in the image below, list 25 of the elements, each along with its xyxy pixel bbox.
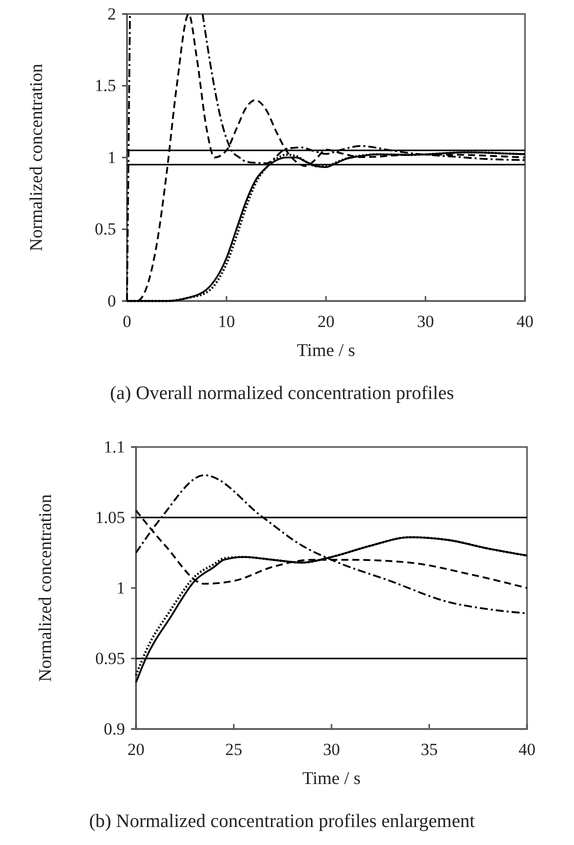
y-tick-label: 2: [108, 4, 116, 24]
x-axis-title: Time / s: [296, 340, 356, 360]
x-tick-label: 30: [417, 312, 434, 332]
x-tick-label: 25: [225, 740, 242, 760]
x-tick-label: 20: [128, 740, 144, 760]
y-tick-label: 1: [108, 148, 116, 167]
y-tick-label: 0.9: [104, 719, 125, 738]
x-tick-label: 10: [218, 312, 235, 332]
y-tick-label: 0: [108, 291, 116, 310]
x-tick-label: 35: [420, 740, 438, 760]
x-tick-label: 40: [516, 312, 534, 332]
x-tick-label: 30: [323, 740, 340, 760]
x-tick-label: 20: [318, 312, 334, 332]
y-tick-label: 1.05: [95, 508, 125, 527]
text: (a) Overall normalized concentration profiles: [110, 383, 454, 404]
y-tick-label: 0.5: [94, 220, 116, 239]
y-tick-label: 0.95: [95, 648, 125, 668]
x-tick-label: 40: [518, 740, 536, 760]
y-tick-label: 1.5: [94, 76, 116, 96]
y-axis-title: Normalized concentration: [26, 64, 46, 252]
y-tick-label: 1: [116, 578, 125, 598]
text: (b) Normalized concentration profiles enlargement: [89, 811, 476, 832]
y-tick-label: 1.1: [104, 437, 125, 456]
y-axis-title: Normalized concentration: [35, 494, 55, 682]
x-axis-title: Time / s: [302, 768, 361, 788]
